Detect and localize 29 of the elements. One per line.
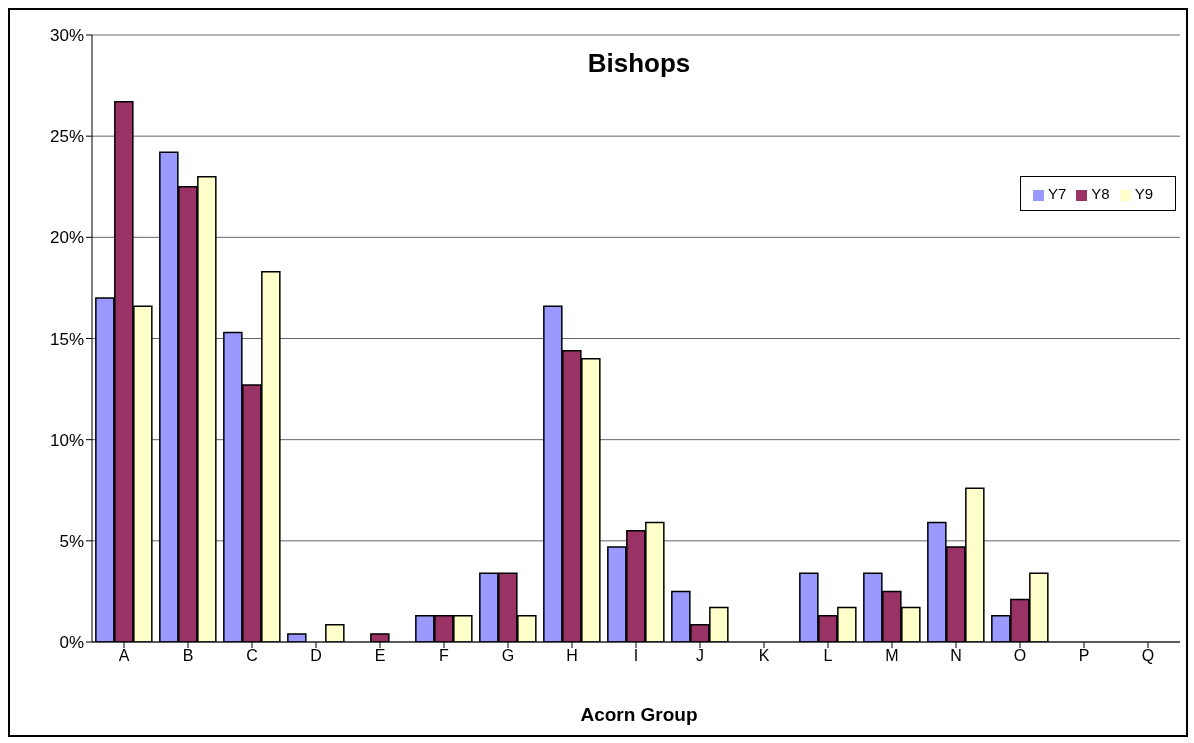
x-tick-label: G [501,647,515,665]
x-tick-label: C [246,647,258,665]
text: Bishops [586,48,692,79]
y-tick-label: 25% [49,127,84,147]
legend-label: Y9 [1134,185,1153,202]
x-axis-title: Acorn Group [579,704,699,726]
x-tick-label: P [1078,647,1090,665]
x-tick-label: B [182,647,194,665]
x-tick-label: Q [1141,647,1155,665]
y-tick-label: 30% [49,26,84,46]
x-tick-label: L [823,647,833,665]
x-tick-label: K [758,647,770,665]
x-tick-label: H [566,647,578,665]
x-tick-label: O [1013,647,1027,665]
y-tick-label: 15% [49,329,84,349]
x-tick-label: N [950,647,962,665]
x-tick-label: I [633,647,639,665]
y-tick-label: 5% [59,531,84,551]
y-tick-label: 20% [49,228,84,248]
x-tick-label: F [439,647,450,665]
x-tick-label: D [310,647,322,665]
y-tick-label: 0% [59,633,84,653]
x-tick-label: M [885,647,899,665]
y-tick-label: 10% [49,430,84,450]
x-tick-label: J [696,647,704,665]
legend-label: Y7 [1047,185,1067,202]
x-tick-label: A [118,647,130,665]
x-tick-label: E [374,647,386,665]
legend-label: Y8 [1091,185,1110,202]
